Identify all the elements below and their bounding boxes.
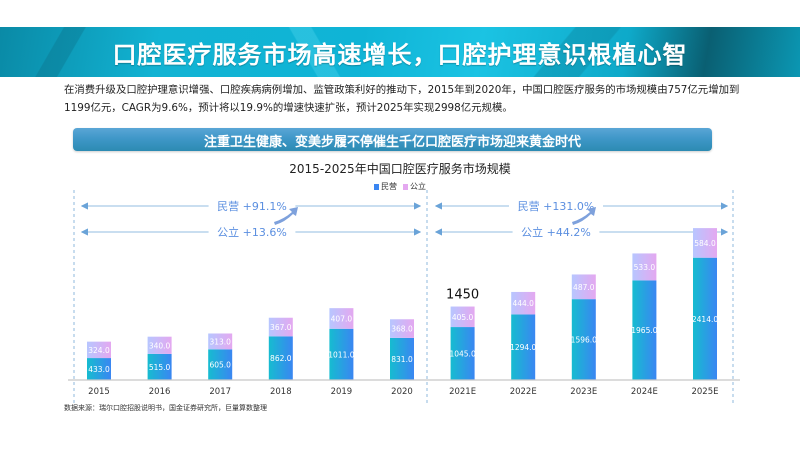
public-growth-label: 公立 +13.6%: [217, 225, 287, 239]
x-tick-label: 2022E: [510, 387, 537, 397]
bar-group: 1011.0 407.0: [328, 308, 355, 380]
bar-private: [450, 327, 475, 380]
value-label-public: 407.0: [331, 314, 353, 323]
value-label-private: 862.0: [270, 354, 292, 363]
trend-arrow-icon: [572, 207, 596, 225]
bar-private: [87, 358, 111, 380]
total-label: 1450: [446, 288, 479, 303]
bar-private: [268, 336, 293, 380]
legend-item-public: 公立: [403, 181, 426, 192]
intro-line-1: 在消费升级及口腔护理意识增强、口腔疾病病例增加、监管政策利好的推动下，2015年…: [64, 84, 740, 96]
x-tick-label: 2024E: [631, 387, 658, 397]
legend-swatch-public: [403, 183, 408, 190]
x-tick-label: 2018: [270, 387, 292, 397]
subtitle-bar: 注重卫生健康、变美步履不停催生千亿口腔医疗市场迎来黄金时代: [73, 128, 712, 151]
bar-private: [693, 257, 717, 380]
x-tick-label: 2021E: [449, 387, 476, 397]
value-label-public: 533.0: [634, 263, 656, 272]
value-label-private: 831.0: [391, 355, 413, 364]
bar-public: [268, 317, 293, 337]
bar-group: 2414.0 584.0: [692, 228, 718, 380]
value-label-private: 605.0: [209, 361, 231, 370]
value-label-public: 487.0: [573, 283, 595, 292]
value-label-private: 1045.0: [449, 350, 475, 359]
bar-public: [571, 274, 596, 300]
value-label-private: 433.0: [88, 365, 110, 374]
bar-group: 605.0 313.0: [208, 333, 233, 380]
bar-private: [390, 337, 414, 380]
value-label-public: 313.0: [209, 337, 231, 346]
value-label-public: 367.0: [270, 323, 292, 332]
value-label-private: 1596.0: [571, 336, 597, 345]
bar-public: [511, 291, 536, 315]
x-tick-labels: 2015 2016 2017 2018 2019 2020 2021E 2022E 2023E 2…: [88, 387, 718, 397]
bar-public: [147, 336, 172, 354]
value-label-private: 1011.0: [328, 350, 354, 359]
bar-group: 831.0 368.0: [390, 319, 414, 380]
source-note: 数据来源：瑞尔口腔招股说明书，国金证券研究所，巨量算数整理: [64, 404, 267, 412]
bar-group: 433.0 324.0: [87, 341, 111, 380]
x-tick-label: 2019: [331, 387, 353, 397]
bar-public: [87, 341, 111, 359]
trend-arrow-icon: [274, 207, 298, 225]
page-title: 口腔医疗服务市场高速增长，口腔护理意识根植心智: [112, 41, 688, 69]
private-growth-label: 民营 +91.1%: [217, 199, 287, 213]
legend-swatch-private: [374, 183, 379, 190]
x-tick-label: 2017: [209, 387, 231, 397]
value-label-public: 405.0: [452, 313, 474, 322]
bar-public: [390, 319, 414, 338]
intro-paragraph: 在消费升级及口腔护理意识增强、口腔疾病病例增加、监管政策利好的推动下，2015年…: [64, 81, 744, 117]
bar-public: [632, 253, 657, 281]
bar-private: [329, 328, 354, 380]
legend-item-private: 民营: [374, 181, 397, 192]
value-label-private: 2414.0: [692, 315, 718, 324]
x-tick-label: 2016: [149, 387, 171, 397]
bar-private: [571, 299, 596, 380]
value-label-public: 324.0: [88, 346, 110, 355]
bar-public: [208, 333, 233, 350]
legend-label-public: 公立: [410, 182, 426, 191]
x-tick-label: 2015: [88, 387, 110, 397]
bar-group: 1965.0 533.0: [631, 253, 658, 380]
legend-label-private: 民营: [381, 182, 397, 191]
value-label-public: 368.0: [391, 325, 413, 334]
bar-private: [147, 353, 172, 380]
value-label-private: 1294.0: [510, 343, 536, 352]
bar-group: 862.0 367.0: [268, 317, 293, 380]
bars: 433.0 324.0 515.0 340.0 605.0 313.0 862.0 367.0…: [87, 228, 718, 380]
x-tick-label: 2023E: [570, 387, 597, 397]
bar-private: [511, 314, 536, 380]
value-label-public: 340.0: [149, 341, 171, 350]
bar-public: [693, 228, 717, 258]
bar-private: [632, 280, 657, 380]
intro-line-2: 1199亿元，CAGR为9.6%，预计将以19.9%的增速快速扩张，预计2025…: [64, 102, 513, 114]
x-tick-label: 2020: [391, 387, 413, 397]
value-label-public: 584.0: [694, 239, 716, 248]
bar-group: 1294.0 444.0: [510, 291, 537, 380]
growth-annotations: 民营 +91.1% 公立 +13.6% 民营 +131.0% 公立 +44.2%: [80, 199, 729, 239]
bar-private: [208, 349, 233, 380]
value-label-private: 1965.0: [631, 326, 657, 335]
x-tick-label: 2025E: [691, 387, 718, 397]
bar-group: 1045.0 405.0: [449, 306, 476, 380]
value-label-public: 444.0: [512, 299, 534, 308]
bar-public: [450, 306, 475, 328]
value-label-private: 515.0: [149, 363, 171, 372]
chart-title: 2015-2025年中国口腔医疗服务市场规模: [289, 162, 511, 176]
bar-public: [329, 308, 354, 329]
chart-legend: 民营 公立: [374, 181, 426, 192]
bar-group: 1596.0 487.0: [571, 274, 597, 380]
bar-group: 515.0 340.0: [147, 336, 172, 380]
subtitle-text: 注重卫生健康、变美步履不停催生千亿口腔医疗市场迎来黄金时代: [203, 135, 581, 150]
public-growth-label: 公立 +44.2%: [521, 225, 591, 239]
header-banner: 口腔医疗服务市场高速增长，口腔护理意识根植心智: [0, 27, 800, 77]
private-growth-label: 民营 +131.0%: [518, 199, 595, 213]
